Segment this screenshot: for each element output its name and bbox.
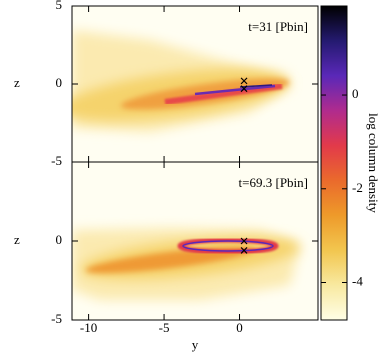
- colorbar: [320, 5, 348, 321]
- colorbar-tick-label: 0: [352, 86, 359, 101]
- frame: [71, 5, 319, 321]
- y-tick-label: 0: [56, 232, 63, 247]
- star-marker: [240, 247, 248, 254]
- y-tick-label: 0: [56, 75, 63, 90]
- x-axis-label: y: [192, 337, 199, 352]
- x-tick-label: -10: [80, 320, 97, 335]
- y-tick-label: -5: [51, 153, 62, 168]
- colorbar-tick-label: -2: [352, 180, 363, 195]
- y-tick-label: -5: [51, 311, 62, 326]
- x-tick-label: 0: [236, 320, 243, 335]
- density-image-bottom: [72, 228, 300, 300]
- star-marker: [240, 77, 248, 85]
- y-axis-label: z: [14, 75, 20, 90]
- star-marker: [240, 237, 248, 245]
- y-axis-label: z: [14, 232, 20, 247]
- colorbar-tick-label: -4: [352, 273, 363, 288]
- density-image-top: [72, 30, 292, 132]
- x-tick-label: -5: [159, 320, 170, 335]
- star-marker: [240, 85, 248, 93]
- annotation: t=69.3 [Pbin]: [239, 175, 308, 190]
- colorbar-label: log column density: [366, 113, 381, 213]
- annotation: t=31 [Pbin]: [248, 19, 308, 34]
- y-tick-label: 5: [56, 0, 63, 12]
